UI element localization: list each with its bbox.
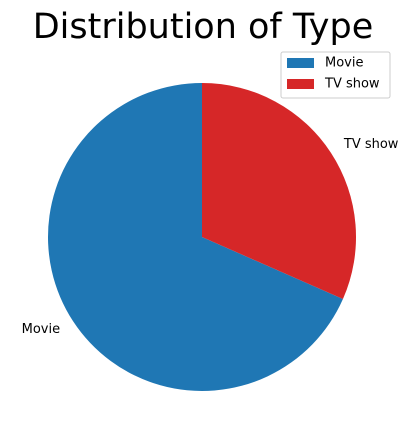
- pie-slice-tv-show: [202, 82, 356, 300]
- legend-swatch: [287, 58, 314, 68]
- pie-slices: [47, 82, 356, 391]
- pie-slice-labels: Movie TV show: [22, 137, 399, 337]
- slice-label: Movie: [22, 322, 60, 337]
- legend-label: Movie: [325, 56, 363, 71]
- pie-slice-movie: [47, 83, 343, 391]
- legend-entries: Movie TV show: [287, 56, 380, 92]
- legend: Movie TV show: [280, 51, 391, 99]
- chart-title: Distribution of Type: [33, 7, 374, 47]
- legend-swatch: [287, 79, 314, 89]
- legend-label: TV show: [324, 77, 380, 92]
- slice-label: TV show: [343, 137, 399, 152]
